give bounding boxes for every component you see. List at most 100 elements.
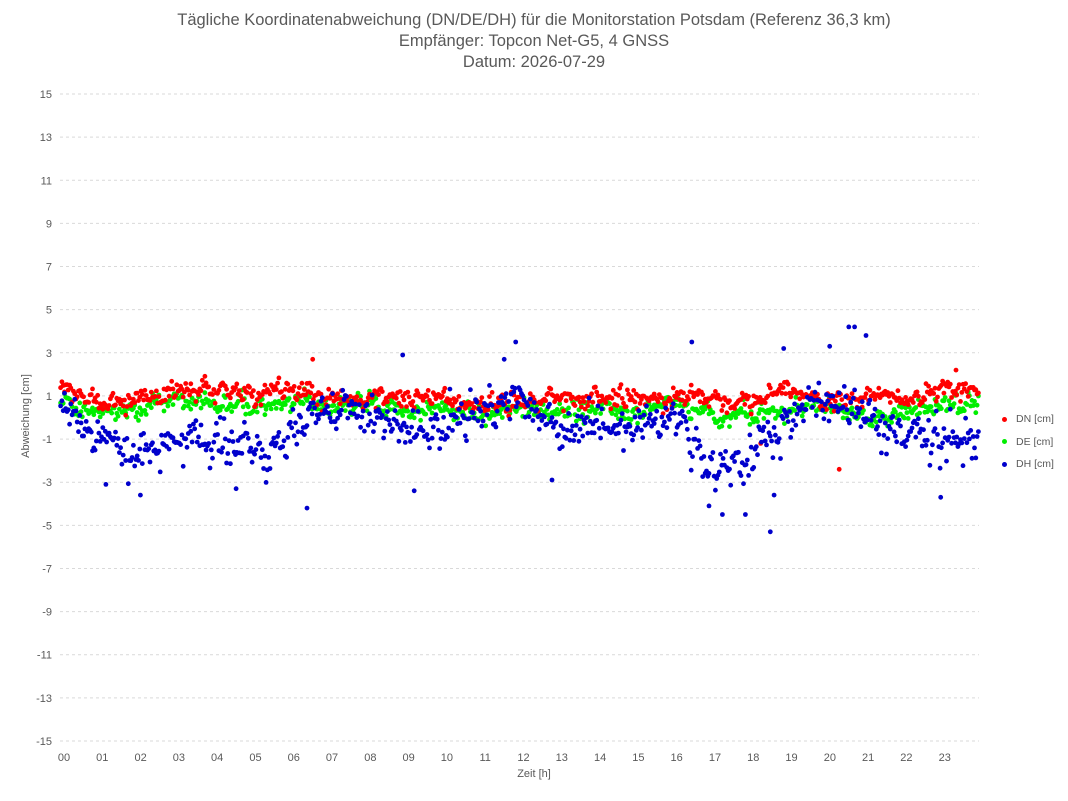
data-point-dn — [206, 384, 212, 390]
data-point-dh — [280, 444, 286, 450]
data-point-dh — [387, 422, 393, 427]
data-point-dh — [877, 418, 883, 424]
x-tick-label: 18 — [747, 752, 759, 764]
data-point-dh — [252, 451, 257, 457]
data-point-dh — [420, 428, 426, 434]
data-point-dh — [660, 423, 666, 429]
x-tick-label: 13 — [556, 752, 568, 764]
data-point-dn — [233, 385, 238, 390]
data-point-de — [488, 413, 494, 419]
data-point-dh — [824, 392, 829, 397]
data-point-dh — [330, 391, 335, 396]
data-point-dh — [741, 481, 746, 487]
data-point-dh — [944, 458, 949, 464]
data-point-dn — [236, 388, 242, 393]
data-point-dn — [238, 393, 244, 399]
data-point-dh — [170, 435, 176, 441]
data-point-dh — [193, 418, 199, 424]
data-point-dh — [974, 434, 980, 439]
data-point-dh — [462, 433, 468, 439]
data-point-de — [201, 401, 207, 407]
data-point-de — [115, 413, 121, 419]
data-point-dn — [753, 394, 759, 400]
data-point-de — [182, 403, 187, 409]
data-point-dh — [96, 430, 102, 436]
data-point-dn — [863, 391, 869, 397]
data-point-dh — [369, 392, 375, 398]
data-point-dn — [686, 396, 691, 402]
data-point-dh — [716, 469, 722, 475]
x-tick-label: 02 — [134, 752, 146, 764]
data-point-dh — [371, 429, 376, 434]
data-point-dh — [137, 446, 143, 452]
data-point-dh — [536, 426, 542, 432]
data-point-dh — [970, 434, 976, 439]
data-point-dh — [210, 455, 215, 461]
data-point-dh — [117, 450, 122, 455]
data-point-dn — [185, 387, 191, 393]
x-tick-label: 10 — [441, 752, 453, 764]
data-point-de — [598, 411, 603, 416]
data-point-dh — [129, 455, 135, 460]
data-point-dn — [90, 386, 95, 392]
data-point-dn — [958, 399, 963, 404]
data-point-dh — [131, 442, 136, 448]
data-point-dn — [180, 394, 186, 400]
data-point-dh — [73, 408, 79, 414]
data-point-dh — [429, 435, 435, 441]
data-point-de — [198, 405, 204, 411]
data-point-de — [893, 409, 898, 415]
data-point-dh — [273, 440, 279, 446]
data-point-dh — [572, 432, 578, 438]
data-point-dh — [464, 438, 469, 444]
data-point-dh — [678, 420, 684, 426]
data-point-dh — [961, 436, 967, 441]
data-point-dh — [404, 424, 409, 430]
data-point-dn — [739, 390, 745, 396]
data-point-dh — [811, 397, 817, 403]
data-point-dh — [67, 421, 72, 427]
data-point-dh — [709, 456, 714, 462]
data-point-dh — [340, 387, 346, 393]
data-point-dn — [290, 388, 296, 394]
data-point-dn — [903, 395, 908, 400]
data-point-dh — [771, 492, 777, 498]
data-point-de — [938, 406, 944, 411]
data-point-dh — [632, 414, 638, 420]
data-point-dn — [697, 399, 703, 405]
data-point-dh — [445, 434, 450, 440]
data-point-dn — [580, 395, 586, 401]
data-point-dh — [159, 432, 164, 438]
data-point-dh — [700, 474, 706, 479]
data-point-dn — [585, 403, 591, 409]
data-point-dh — [840, 404, 846, 410]
data-point-dn — [836, 466, 842, 472]
data-point-dh — [672, 410, 677, 416]
data-point-dn — [182, 389, 187, 395]
data-point-de — [607, 401, 612, 406]
data-point-dh — [479, 423, 485, 429]
data-point-de — [870, 423, 875, 429]
data-point-dn — [748, 411, 754, 417]
data-point-dh — [946, 434, 952, 440]
data-point-dh — [191, 421, 196, 427]
data-point-de — [263, 406, 269, 412]
y-tick-label: -1 — [42, 434, 52, 446]
data-point-dn — [253, 402, 259, 407]
data-point-dn — [910, 400, 916, 405]
y-tick-label: -7 — [42, 563, 52, 575]
data-point-dh — [826, 418, 832, 424]
data-point-de — [335, 405, 340, 411]
data-point-dh — [559, 444, 565, 450]
data-point-de — [711, 416, 717, 422]
data-point-dh — [859, 399, 865, 405]
data-point-dh — [881, 432, 887, 438]
data-point-dh — [461, 415, 467, 421]
data-point-dh — [594, 417, 600, 423]
data-point-dn — [727, 398, 732, 404]
data-point-dn — [954, 392, 960, 398]
data-point-dh — [208, 447, 214, 453]
x-tick-label: 11 — [479, 752, 490, 764]
chart-subtitle-receiver: Empfänger: Topcon Net-G5, 4 GNSS — [398, 32, 670, 50]
data-point-dh — [762, 438, 768, 444]
